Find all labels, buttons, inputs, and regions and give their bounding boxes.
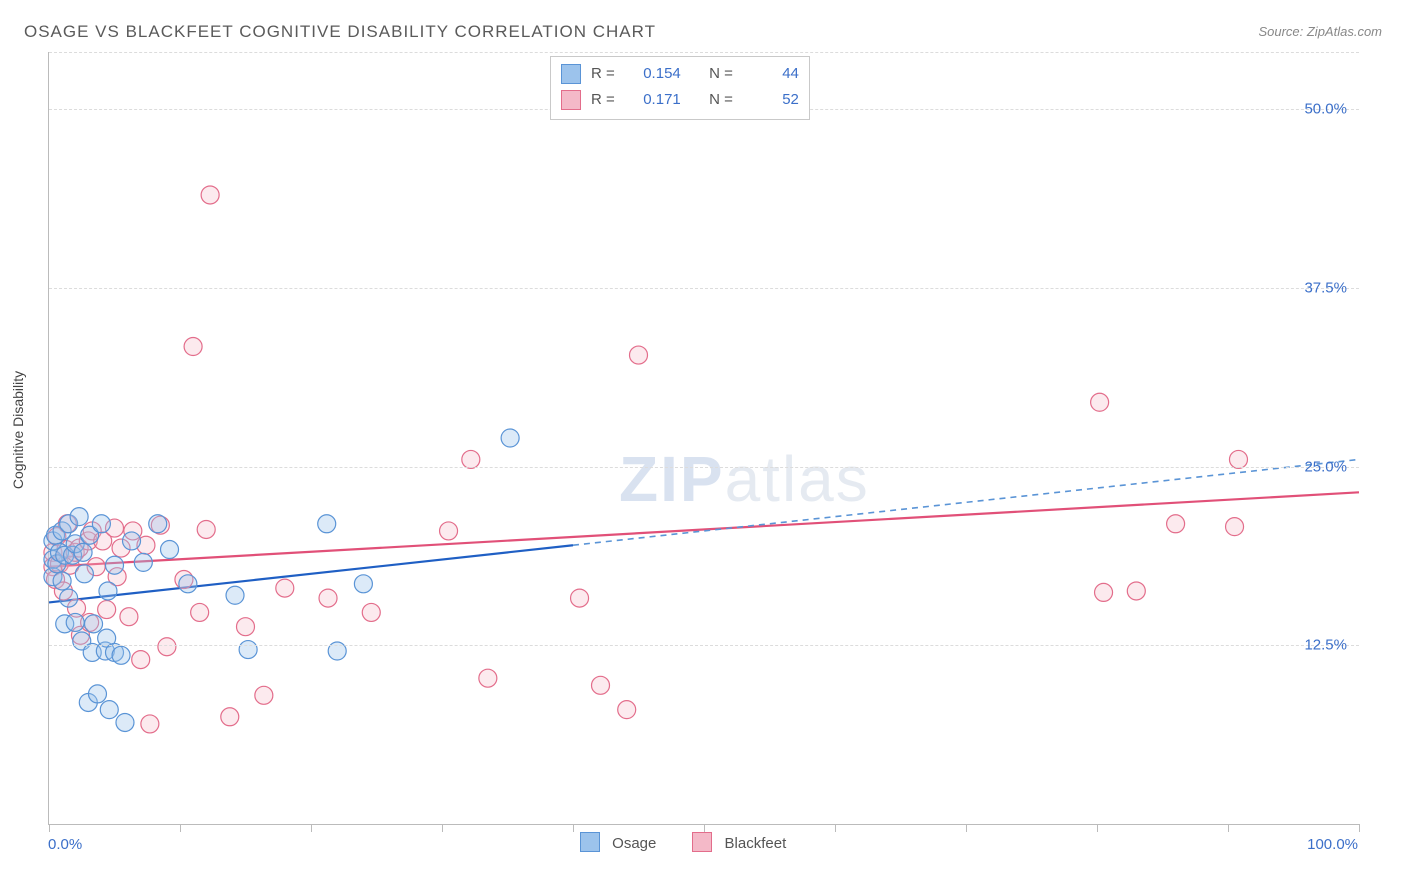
series-legend: Osage Blackfeet <box>580 832 786 852</box>
data-point <box>319 589 337 607</box>
data-point <box>116 713 134 731</box>
data-point <box>630 346 648 364</box>
data-point <box>179 575 197 593</box>
legend-item-osage: Osage <box>580 832 656 852</box>
legend-row-blackfeet: R = 0.171 N = 52 <box>561 87 799 113</box>
x-tick <box>835 824 836 832</box>
y-tick-label: 12.5% <box>1304 637 1347 654</box>
data-point <box>276 579 294 597</box>
data-point <box>75 565 93 583</box>
r-label: R = <box>591 87 615 113</box>
y-tick-label: 25.0% <box>1304 458 1347 475</box>
data-point <box>362 603 380 621</box>
correlation-legend-box: R = 0.154 N = 44 R = 0.171 N = 52 <box>550 56 810 120</box>
data-point <box>141 715 159 733</box>
n-value-blackfeet: 52 <box>743 87 799 113</box>
swatch-blackfeet-icon <box>561 90 581 110</box>
data-point <box>161 541 179 559</box>
chart-title: OSAGE VS BLACKFEET COGNITIVE DISABILITY … <box>24 22 656 42</box>
data-point <box>92 515 110 533</box>
x-tick <box>311 824 312 832</box>
data-point <box>53 572 71 590</box>
data-point <box>1127 582 1145 600</box>
x-tick <box>573 824 574 832</box>
data-point <box>123 532 141 550</box>
data-point <box>1091 393 1109 411</box>
data-point <box>237 618 255 636</box>
data-point <box>120 608 138 626</box>
data-point <box>85 615 103 633</box>
data-point <box>571 589 589 607</box>
n-value-osage: 44 <box>743 61 799 87</box>
y-axis-title: Cognitive Disability <box>10 371 26 489</box>
x-tick <box>704 824 705 832</box>
legend-row-osage: R = 0.154 N = 44 <box>561 61 799 87</box>
data-point <box>158 638 176 656</box>
gridline <box>49 467 1359 468</box>
data-point <box>197 520 215 538</box>
gridline <box>49 645 1359 646</box>
data-point <box>191 603 209 621</box>
r-label: R = <box>591 61 615 87</box>
data-point <box>1095 583 1113 601</box>
plot-area: ZIPatlas 12.5% 25.0% 37.5% 50.0% <box>48 52 1359 825</box>
data-point <box>1226 518 1244 536</box>
y-tick-label: 50.0% <box>1304 101 1347 118</box>
data-point <box>106 556 124 574</box>
data-point <box>112 646 130 664</box>
data-point <box>239 641 257 659</box>
data-point <box>226 586 244 604</box>
data-point <box>592 676 610 694</box>
r-value-blackfeet: 0.171 <box>625 87 681 113</box>
data-point <box>99 582 117 600</box>
x-tick <box>1097 824 1098 832</box>
x-tick <box>966 824 967 832</box>
data-point <box>318 515 336 533</box>
data-point <box>132 651 150 669</box>
r-value-osage: 0.154 <box>625 61 681 87</box>
x-tick <box>442 824 443 832</box>
y-tick-label: 37.5% <box>1304 279 1347 296</box>
data-point <box>255 686 273 704</box>
data-point <box>201 186 219 204</box>
data-point <box>88 685 106 703</box>
data-point <box>98 601 116 619</box>
source-attribution: Source: ZipAtlas.com <box>1258 24 1382 39</box>
x-axis-label-max: 100.0% <box>1307 836 1358 853</box>
x-tick <box>1228 824 1229 832</box>
data-point <box>134 553 152 571</box>
data-point <box>1167 515 1185 533</box>
legend-label-osage: Osage <box>612 835 656 852</box>
data-point <box>184 338 202 356</box>
swatch-osage-icon <box>561 64 581 84</box>
data-point <box>149 515 167 533</box>
data-point <box>221 708 239 726</box>
n-label: N = <box>709 87 733 113</box>
data-point <box>440 522 458 540</box>
data-point <box>501 429 519 447</box>
legend-item-blackfeet: Blackfeet <box>692 832 786 852</box>
gridline <box>49 288 1359 289</box>
data-point <box>354 575 372 593</box>
data-point <box>74 543 92 561</box>
data-point <box>66 613 84 631</box>
x-tick <box>1359 824 1360 832</box>
swatch-blackfeet-icon <box>692 832 712 852</box>
data-point <box>618 701 636 719</box>
n-label: N = <box>709 61 733 87</box>
x-tick <box>180 824 181 832</box>
watermark: ZIPatlas <box>619 442 870 516</box>
data-point <box>479 669 497 687</box>
data-point <box>60 589 78 607</box>
data-point <box>100 701 118 719</box>
x-axis-label-min: 0.0% <box>48 836 82 853</box>
chart-svg <box>49 52 1359 824</box>
data-point <box>70 508 88 526</box>
legend-label-blackfeet: Blackfeet <box>725 835 787 852</box>
swatch-osage-icon <box>580 832 600 852</box>
gridline <box>49 52 1359 53</box>
x-tick <box>49 824 50 832</box>
